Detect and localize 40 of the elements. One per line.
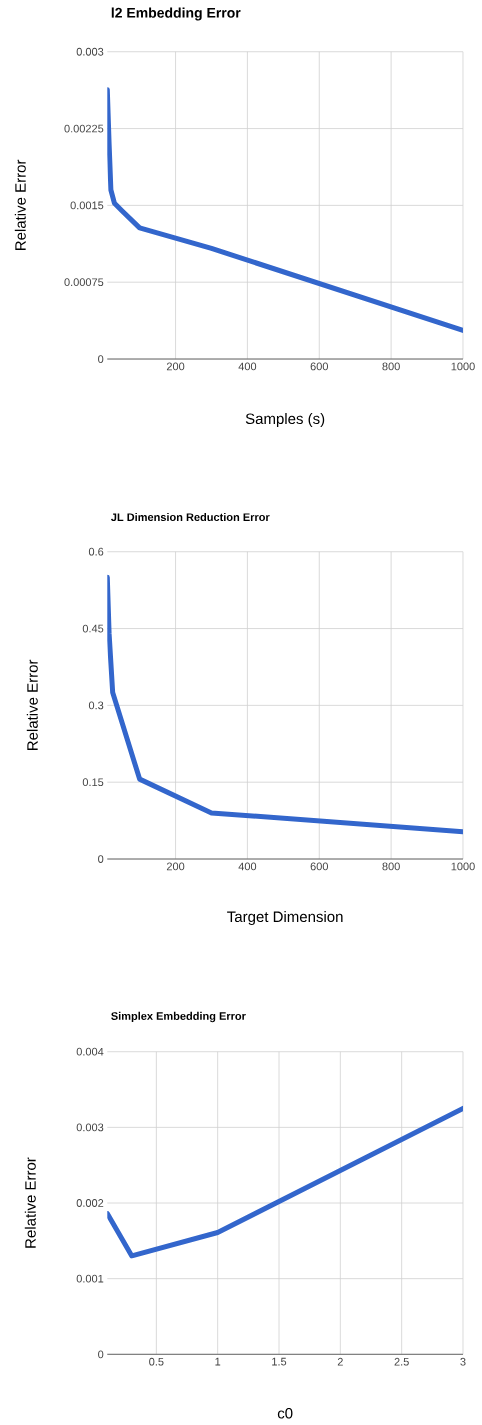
x-axis-title: c0 [277, 1407, 293, 1419]
x-tick-label: 200 [166, 862, 185, 871]
x-tick-label: 400 [238, 362, 257, 371]
x-tick-label: 800 [382, 362, 400, 371]
y-axis-title: Relative Error [24, 1157, 36, 1248]
y-tick-label: 0.00225 [64, 124, 104, 133]
y-tick-label: 0.0015 [70, 201, 104, 210]
x-tick-label: 1 [215, 1357, 221, 1366]
y-axis-title: Relative Error [14, 159, 26, 250]
x-tick-label: 3 [460, 1357, 466, 1366]
y-tick-label: 0.45 [82, 624, 104, 633]
chart-title: l2 Embedding Error [111, 7, 241, 21]
y-tick-label: 0.3 [88, 701, 104, 710]
x-axis-title: Samples (s) [245, 413, 325, 427]
y-tick-label: 0 [98, 1350, 104, 1359]
x-tick-label: 1000 [451, 862, 475, 871]
x-tick-label: 600 [310, 862, 328, 871]
x-axis-title: Target Dimension [227, 911, 343, 925]
y-tick-label: 0.004 [76, 1047, 104, 1056]
x-tick-label: 400 [238, 862, 257, 871]
chart-title: Simplex Embedding Error [111, 1011, 246, 1023]
y-tick-label: 0 [98, 355, 104, 363]
x-tick-label: 1000 [451, 362, 475, 371]
y-tick-label: 0 [98, 855, 104, 863]
x-tick-label: 800 [382, 862, 400, 871]
y-tick-label: 0.00075 [64, 278, 104, 287]
y-tick-label: 0.6 [88, 547, 104, 556]
x-tick-label: 0.5 [149, 1357, 164, 1366]
x-tick-label: 200 [166, 362, 185, 371]
x-tick-label: 2 [337, 1357, 343, 1366]
chart-title: JL Dimension Reduction Error [111, 512, 270, 522]
y-axis-title: Relative Error [26, 659, 38, 750]
x-tick-label: 2.5 [394, 1357, 409, 1366]
x-tick-label: 1.5 [272, 1357, 287, 1366]
x-tick-label: 600 [310, 362, 328, 371]
y-tick-label: 0.15 [82, 778, 104, 787]
y-tick-label: 0.003 [76, 47, 104, 56]
y-tick-label: 0.003 [76, 1123, 104, 1132]
y-tick-label: 0.001 [76, 1274, 104, 1283]
y-tick-label: 0.002 [76, 1199, 104, 1207]
